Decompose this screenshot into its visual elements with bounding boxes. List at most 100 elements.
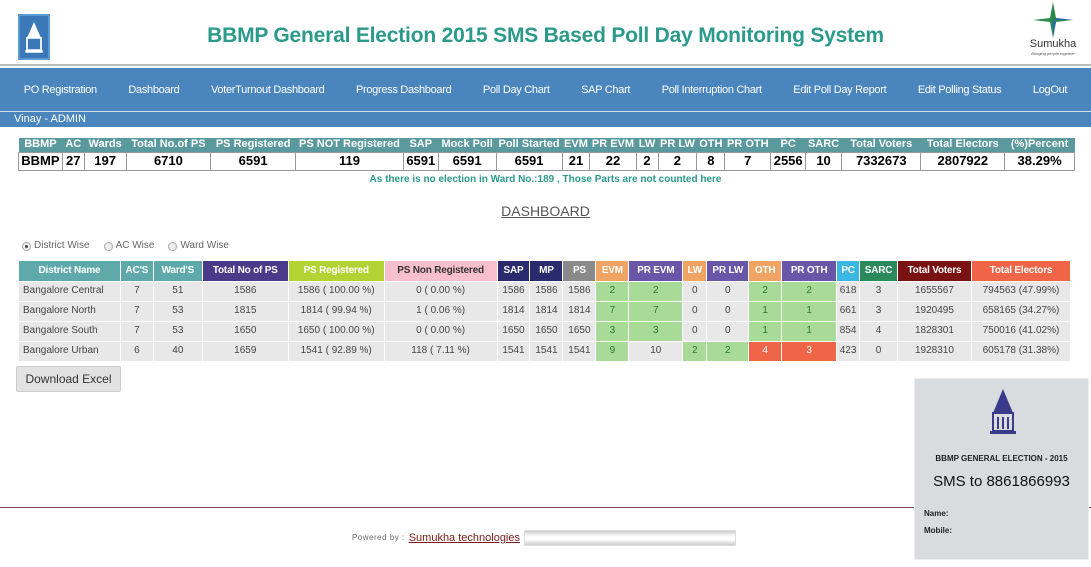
table-row: Bangalore Urban 6 40 1659 1541 ( 92.89 %) 118… — [18, 340, 1072, 362]
table-cell: 1828301 — [897, 320, 972, 342]
column-header: PC — [836, 259, 861, 282]
summary-header: PR EVM — [589, 138, 637, 152]
blurred-area — [524, 530, 736, 546]
nav-poll-interruption-chart[interactable]: Poll Interruption Chart — [661, 83, 762, 96]
table-cell: Bangalore Urban — [18, 340, 121, 362]
table-cell: 0 ( 0.00 %) — [383, 320, 498, 342]
column-header: Total Electors — [970, 259, 1072, 282]
table-cell: 9 — [595, 340, 630, 362]
table-cell: 1815 — [201, 300, 289, 322]
table-cell: 4 — [859, 320, 899, 342]
table-cell: 0 — [682, 300, 708, 322]
table-cell: 1586 — [201, 280, 289, 302]
nav-po-registration[interactable]: PO Registration — [23, 83, 97, 96]
nav-progress-dashboard[interactable]: Progress Dashboard — [355, 83, 452, 96]
column-header: PR LW — [706, 259, 750, 282]
summary-value: 2556 — [770, 151, 807, 171]
column-header: MP — [529, 259, 564, 282]
poster-sms-number: SMS to 8861866993 — [933, 473, 1070, 490]
summary-header: PC — [770, 138, 806, 152]
summary-header: SAP — [403, 138, 439, 152]
poster-name-label: Name: — [924, 509, 949, 518]
table-cell: 1650 — [201, 320, 289, 342]
summary-value: 6710 — [125, 151, 212, 171]
summary-value: 2 — [635, 151, 659, 171]
summary-header: PS NOT Registered — [295, 138, 404, 152]
nav-sap-chart[interactable]: SAP Chart — [581, 83, 631, 96]
sumukha-star-icon — [1033, 2, 1073, 38]
table-cell: 6 — [119, 340, 154, 362]
column-header: PR OTH — [781, 259, 838, 282]
table-cell: 1814 — [562, 300, 597, 322]
table-cell: 1655567 — [897, 280, 972, 302]
summary-value: 6591 — [437, 151, 497, 171]
table-cell: 1659 — [201, 340, 289, 362]
table-cell: 1650 ( 100.00 %) — [287, 320, 385, 342]
view-options: District Wise AC Wise Ward Wise — [22, 240, 1091, 253]
sumukha-logo: Sumukha Bringing people together — [1022, 2, 1084, 64]
summary-value: 27 — [61, 151, 85, 171]
table-cell: 1928310 — [897, 340, 972, 362]
poster-mobile-label: Mobile: — [924, 526, 952, 535]
table-cell: 0 — [706, 320, 750, 342]
powered-by-label: Powered by : — [352, 533, 405, 542]
table-cell: 53 — [152, 320, 203, 342]
radio-label: Ward Wise — [180, 240, 229, 251]
column-header: District Name — [18, 259, 121, 282]
nav-dashboard[interactable]: Dashboard — [128, 83, 180, 96]
summary-value: 22 — [589, 151, 637, 171]
sumukha-link[interactable]: Sumukha technologies — [408, 532, 520, 544]
bbmp-logo — [18, 14, 50, 60]
column-header: EVM — [595, 259, 630, 282]
table-cell: 1814 — [529, 300, 564, 322]
summary-header: Total Electors — [920, 138, 1005, 152]
table-cell: 1650 — [496, 320, 531, 342]
table-cell: 1586 — [529, 280, 564, 302]
summary-header: LW — [636, 138, 658, 152]
dashboard-heading: DASHBOARD — [501, 202, 590, 219]
table-cell: 2 — [706, 340, 750, 362]
nav-edit-poll-day-report[interactable]: Edit Poll Day Report — [793, 83, 887, 96]
radio-button[interactable] — [168, 241, 178, 251]
table-cell: 1586 — [496, 280, 531, 302]
table-cell: 2 — [595, 280, 630, 302]
ward-note: As there is no election in Ward No.:189 … — [369, 173, 722, 185]
table-cell: 2 — [628, 280, 684, 302]
nav-voterturnout-dashboard[interactable]: VoterTurnout Dashboard — [210, 83, 325, 96]
download-excel-button[interactable]: Download Excel — [16, 365, 121, 392]
summary-header: PS Registered — [210, 138, 296, 152]
table-cell: 7 — [119, 280, 154, 302]
nav-poll-day-chart[interactable]: Poll Day Chart — [482, 83, 550, 96]
radio-button[interactable] — [22, 241, 31, 251]
table-cell: Bangalore South — [18, 320, 121, 342]
nav-edit-polling-status[interactable]: Edit Polling Status — [917, 83, 1002, 96]
table-row: Bangalore Central 7 51 1586 1586 ( 100.00 %)… — [18, 280, 1072, 302]
radio-district-wise[interactable]: District Wise — [22, 240, 90, 253]
radio-button[interactable] — [103, 241, 113, 251]
radio-ac-wise[interactable]: AC Wise — [103, 240, 154, 253]
table-cell: 1586 — [562, 280, 597, 302]
summary-header: BBMP — [18, 138, 63, 152]
table-cell: 4 — [748, 340, 783, 362]
table-cell: 1920495 — [897, 300, 972, 322]
table-cell: 51 — [152, 280, 203, 302]
table-cell: 0 — [682, 280, 708, 302]
summary-value: 2807922 — [920, 151, 1006, 171]
table-cell: 40 — [152, 340, 203, 362]
summary-value: 6591 — [210, 151, 297, 171]
table-cell: 53 — [152, 300, 203, 322]
table-cell: 1586 ( 100.00 %) — [287, 280, 385, 302]
table-cell: 1814 — [496, 300, 531, 322]
summary-header: Total Voters — [841, 138, 921, 152]
table-cell: 658165 (34.27%) — [970, 300, 1072, 322]
column-header: Total Voters — [897, 259, 972, 282]
nav-logout[interactable]: LogOut — [1032, 83, 1068, 96]
column-header: LW — [682, 259, 708, 282]
summary-value: BBMP — [18, 151, 63, 171]
table-cell: 423 — [836, 340, 861, 362]
summary-header: Poll Started — [496, 138, 563, 152]
header: BBMP General Election 2015 SMS Based Pol… — [0, 0, 1091, 66]
summary-value: 6591 — [495, 151, 563, 171]
column-header: Ward'S — [152, 259, 203, 282]
radio-ward-wise[interactable]: Ward Wise — [168, 240, 229, 253]
